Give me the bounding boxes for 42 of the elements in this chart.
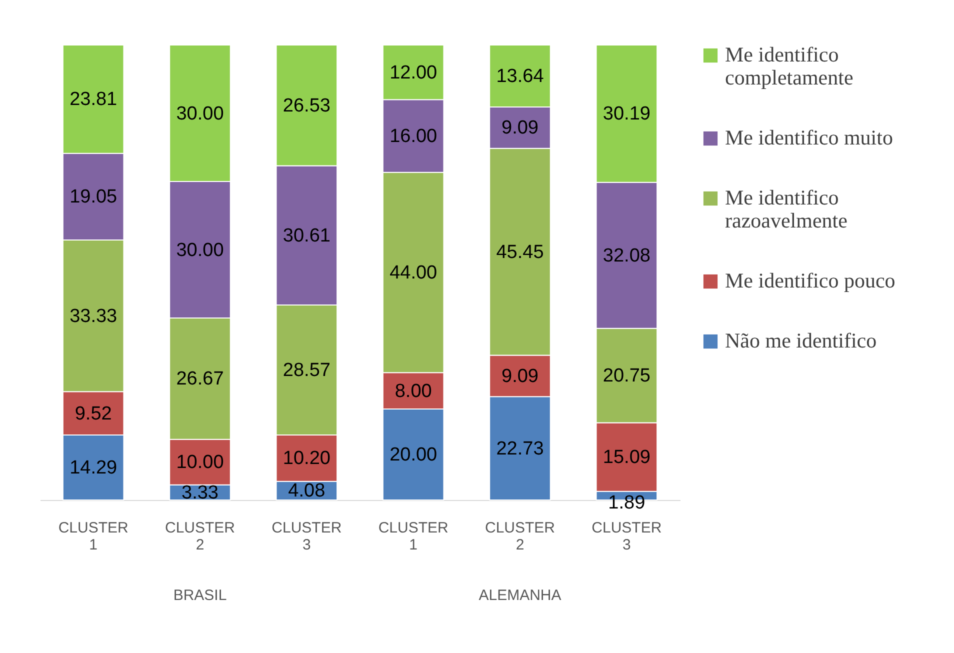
legend-label: Me identifico completamente [725,42,854,90]
data-label: 20.75 [602,366,650,387]
data-label: 9.52 [74,403,112,424]
data-label: 16.00 [390,126,438,147]
data-label: 30.00 [176,240,224,261]
data-label: 26.53 [282,95,330,116]
x-tick-label: CLUSTER 1 [58,520,129,554]
legend-label: Me identifico pouco [725,268,896,292]
legend-label: Me identifico muito [725,126,893,150]
data-label: 13.64 [496,66,544,88]
data-label: 19.05 [70,186,118,208]
data-label: 33.33 [70,306,118,327]
data-label: 30.19 [602,104,650,125]
data-label: 22.73 [496,438,544,460]
data-label: 10.20 [282,448,330,470]
data-label: 28.57 [282,360,330,382]
data-label: 45.45 [496,242,544,263]
data-label: 26.67 [176,368,224,390]
x-tick-label: CLUSTER 1 [378,520,449,554]
x-tick-label: CLUSTER 3 [272,520,342,554]
data-label: 30.00 [176,103,224,124]
data-label: 10.00 [176,452,224,474]
data-label: 3.33 [182,482,218,504]
data-label: 14.29 [70,457,118,478]
data-label: 15.09 [602,447,650,468]
data-label: 20.00 [390,444,438,466]
data-label: 9.09 [502,118,538,139]
data-label: 23.81 [70,89,118,110]
x-tick-label: CLUSTER 2 [164,520,236,554]
data-label: 8.00 [394,380,432,402]
data-label: 4.08 [288,480,326,502]
x-tick-label: CLUSTER 3 [592,520,662,554]
data-label: 44.00 [390,262,438,284]
legend-label: Não me identifico [725,328,877,352]
data-label: 30.61 [282,225,330,246]
data-label: 32.08 [602,245,650,266]
x-tick-label: CLUSTER 2 [484,520,556,554]
text: BRASIL [173,587,227,604]
text: ALEMANHA [478,587,562,604]
data-label: 9.09 [502,366,538,387]
legend-label: Me identifico razoavelmente [725,186,848,232]
data-label: 12.00 [390,62,438,84]
